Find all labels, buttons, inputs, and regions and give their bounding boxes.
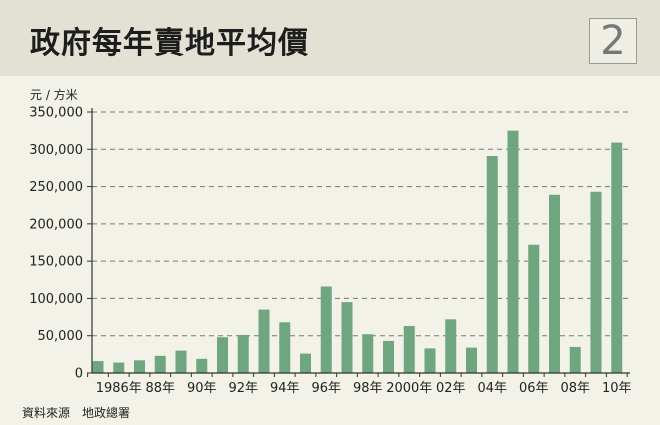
bar-1992 — [237, 334, 249, 373]
y-tick-label: 50,000 — [38, 329, 84, 344]
bar-1993 — [258, 309, 270, 373]
bar-2002 — [445, 319, 457, 373]
x-tick-label: 08年 — [560, 381, 590, 396]
bar-1986 — [113, 362, 125, 373]
figure-number-badge: 2 — [589, 18, 637, 64]
chart-title: 政府每年賣地平均價 — [30, 26, 309, 61]
x-tick-label: 96年 — [311, 381, 341, 396]
y-axis-unit-label: 元 / 方米 — [30, 88, 78, 102]
y-tick-label: 100,000 — [29, 292, 83, 307]
bar-1997 — [341, 302, 353, 373]
bar-2006 — [528, 244, 540, 373]
bar-2008 — [569, 346, 581, 373]
x-tick-label: 98年 — [353, 381, 383, 396]
x-tick-label: 90年 — [187, 381, 217, 396]
y-tick-label: 250,000 — [29, 180, 83, 195]
x-tick-label: 1986年 — [96, 381, 142, 396]
bar-1989 — [175, 350, 187, 373]
bar-1987 — [134, 360, 145, 373]
x-tick-label: 02年 — [436, 381, 466, 396]
bar-2003 — [466, 347, 477, 373]
x-tick-label: 94年 — [270, 381, 300, 396]
bar-2005 — [507, 130, 519, 373]
bar-1985 — [92, 361, 104, 373]
bar-2000 — [403, 326, 415, 373]
x-tick-label: 06年 — [519, 381, 549, 396]
bar-2004 — [486, 155, 498, 373]
y-tick-label: 300,000 — [29, 143, 83, 158]
y-tick-label: 350,000 — [29, 106, 83, 121]
bar-2001 — [424, 348, 436, 373]
y-tick-label: 150,000 — [29, 255, 83, 270]
bar-1991 — [217, 337, 228, 373]
bar-1999 — [383, 340, 394, 373]
bar-1998 — [362, 334, 374, 373]
bar-2009 — [590, 191, 602, 373]
x-tick-label: 10年 — [602, 381, 632, 396]
x-tick-label: 88年 — [145, 381, 175, 396]
y-tick-label: 200,000 — [29, 217, 83, 232]
bar-1988 — [154, 355, 166, 373]
x-tick-label: 04年 — [477, 381, 507, 396]
bar-1990 — [196, 358, 208, 373]
header-band: 政府每年賣地平均價 2 — [0, 0, 660, 76]
bar-1996 — [320, 286, 332, 373]
bar-1994 — [279, 322, 291, 373]
source-note: 資料來源 地政總署 — [22, 406, 131, 420]
bar-2010 — [611, 142, 623, 373]
x-tick-label: 2000年 — [386, 381, 432, 396]
x-tick-label: 92年 — [228, 381, 258, 396]
bar-2007 — [549, 194, 560, 373]
y-tick-label: 0 — [75, 367, 83, 382]
bar-1995 — [300, 353, 311, 373]
